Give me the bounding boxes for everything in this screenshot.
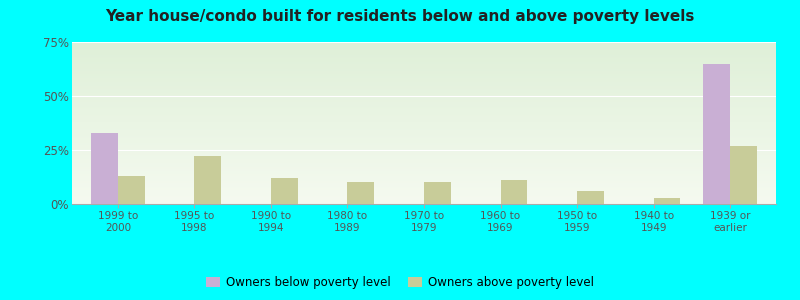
Bar bbox=[271, 178, 298, 204]
Bar bbox=[654, 197, 680, 204]
Bar bbox=[730, 146, 757, 204]
Bar bbox=[577, 191, 604, 204]
Bar bbox=[118, 176, 145, 204]
Bar bbox=[91, 133, 118, 204]
Text: Year house/condo built for residents below and above poverty levels: Year house/condo built for residents bel… bbox=[106, 9, 694, 24]
Bar bbox=[347, 182, 374, 204]
Bar bbox=[194, 157, 222, 204]
Bar bbox=[703, 64, 730, 204]
Bar bbox=[501, 180, 527, 204]
Bar bbox=[424, 182, 450, 204]
Legend: Owners below poverty level, Owners above poverty level: Owners below poverty level, Owners above… bbox=[201, 272, 599, 294]
